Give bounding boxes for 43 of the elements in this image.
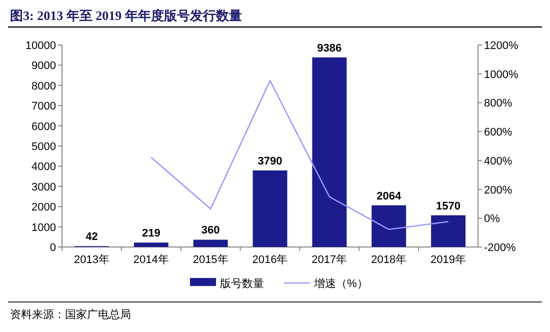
data-label: 9386 bbox=[317, 42, 342, 54]
bar bbox=[252, 170, 288, 247]
x-tick-label: 2016年 bbox=[252, 254, 288, 266]
x-tick-label: 2017年 bbox=[312, 254, 348, 266]
bar bbox=[312, 57, 347, 247]
y2-tick-label: 400% bbox=[484, 155, 512, 168]
x-tick-label: 2013年 bbox=[74, 254, 110, 266]
y-tick-label: 2000 bbox=[32, 202, 56, 214]
bar bbox=[134, 242, 168, 247]
y-tick-label: 7000 bbox=[32, 100, 56, 113]
bar bbox=[431, 215, 466, 247]
y-tick-label: 6000 bbox=[32, 120, 56, 133]
y-tick-label: 9000 bbox=[32, 60, 56, 72]
data-label: 2064 bbox=[376, 190, 402, 202]
y2-tick-label: 1200% bbox=[484, 40, 518, 52]
y2-tick-label: -200% bbox=[484, 242, 516, 254]
x-tick-label: 2014年 bbox=[133, 254, 169, 266]
y2-tick-label: 0% bbox=[484, 213, 500, 226]
bar bbox=[193, 240, 228, 247]
y2-tick-label: 1000% bbox=[484, 68, 518, 81]
x-tick-label: 2019年 bbox=[430, 254, 466, 266]
data-label: 219 bbox=[142, 228, 160, 240]
data-label: 360 bbox=[201, 224, 220, 237]
legend-label: 版号数量 bbox=[220, 278, 264, 290]
bar bbox=[372, 205, 406, 247]
y-tick-label: 8000 bbox=[32, 80, 56, 92]
y-tick-label: 10000 bbox=[25, 40, 56, 52]
chart-title: 图3: 2013 年至 2019 年年度版号发行数量 bbox=[10, 8, 242, 23]
y-tick-label: 0 bbox=[50, 242, 56, 254]
y2-tick-label: 600% bbox=[484, 126, 512, 139]
y-tick-label: 3000 bbox=[32, 181, 56, 194]
legend-label: 增速（%） bbox=[313, 277, 368, 290]
data-label: 3790 bbox=[258, 155, 282, 168]
y2-tick-label: 800% bbox=[484, 98, 512, 110]
x-tick-label: 2018年 bbox=[371, 254, 407, 266]
y-tick-label: 5000 bbox=[32, 141, 56, 153]
y2-tick-label: 200% bbox=[484, 184, 512, 196]
y-tick-label: 1000 bbox=[32, 222, 56, 234]
x-tick-label: 2015年 bbox=[192, 254, 228, 266]
y-tick-label: 4000 bbox=[32, 161, 56, 174]
data-label: 42 bbox=[86, 231, 98, 244]
data-label: 1570 bbox=[436, 200, 461, 212]
text: 资料来源：国家广电总局 bbox=[10, 308, 131, 321]
